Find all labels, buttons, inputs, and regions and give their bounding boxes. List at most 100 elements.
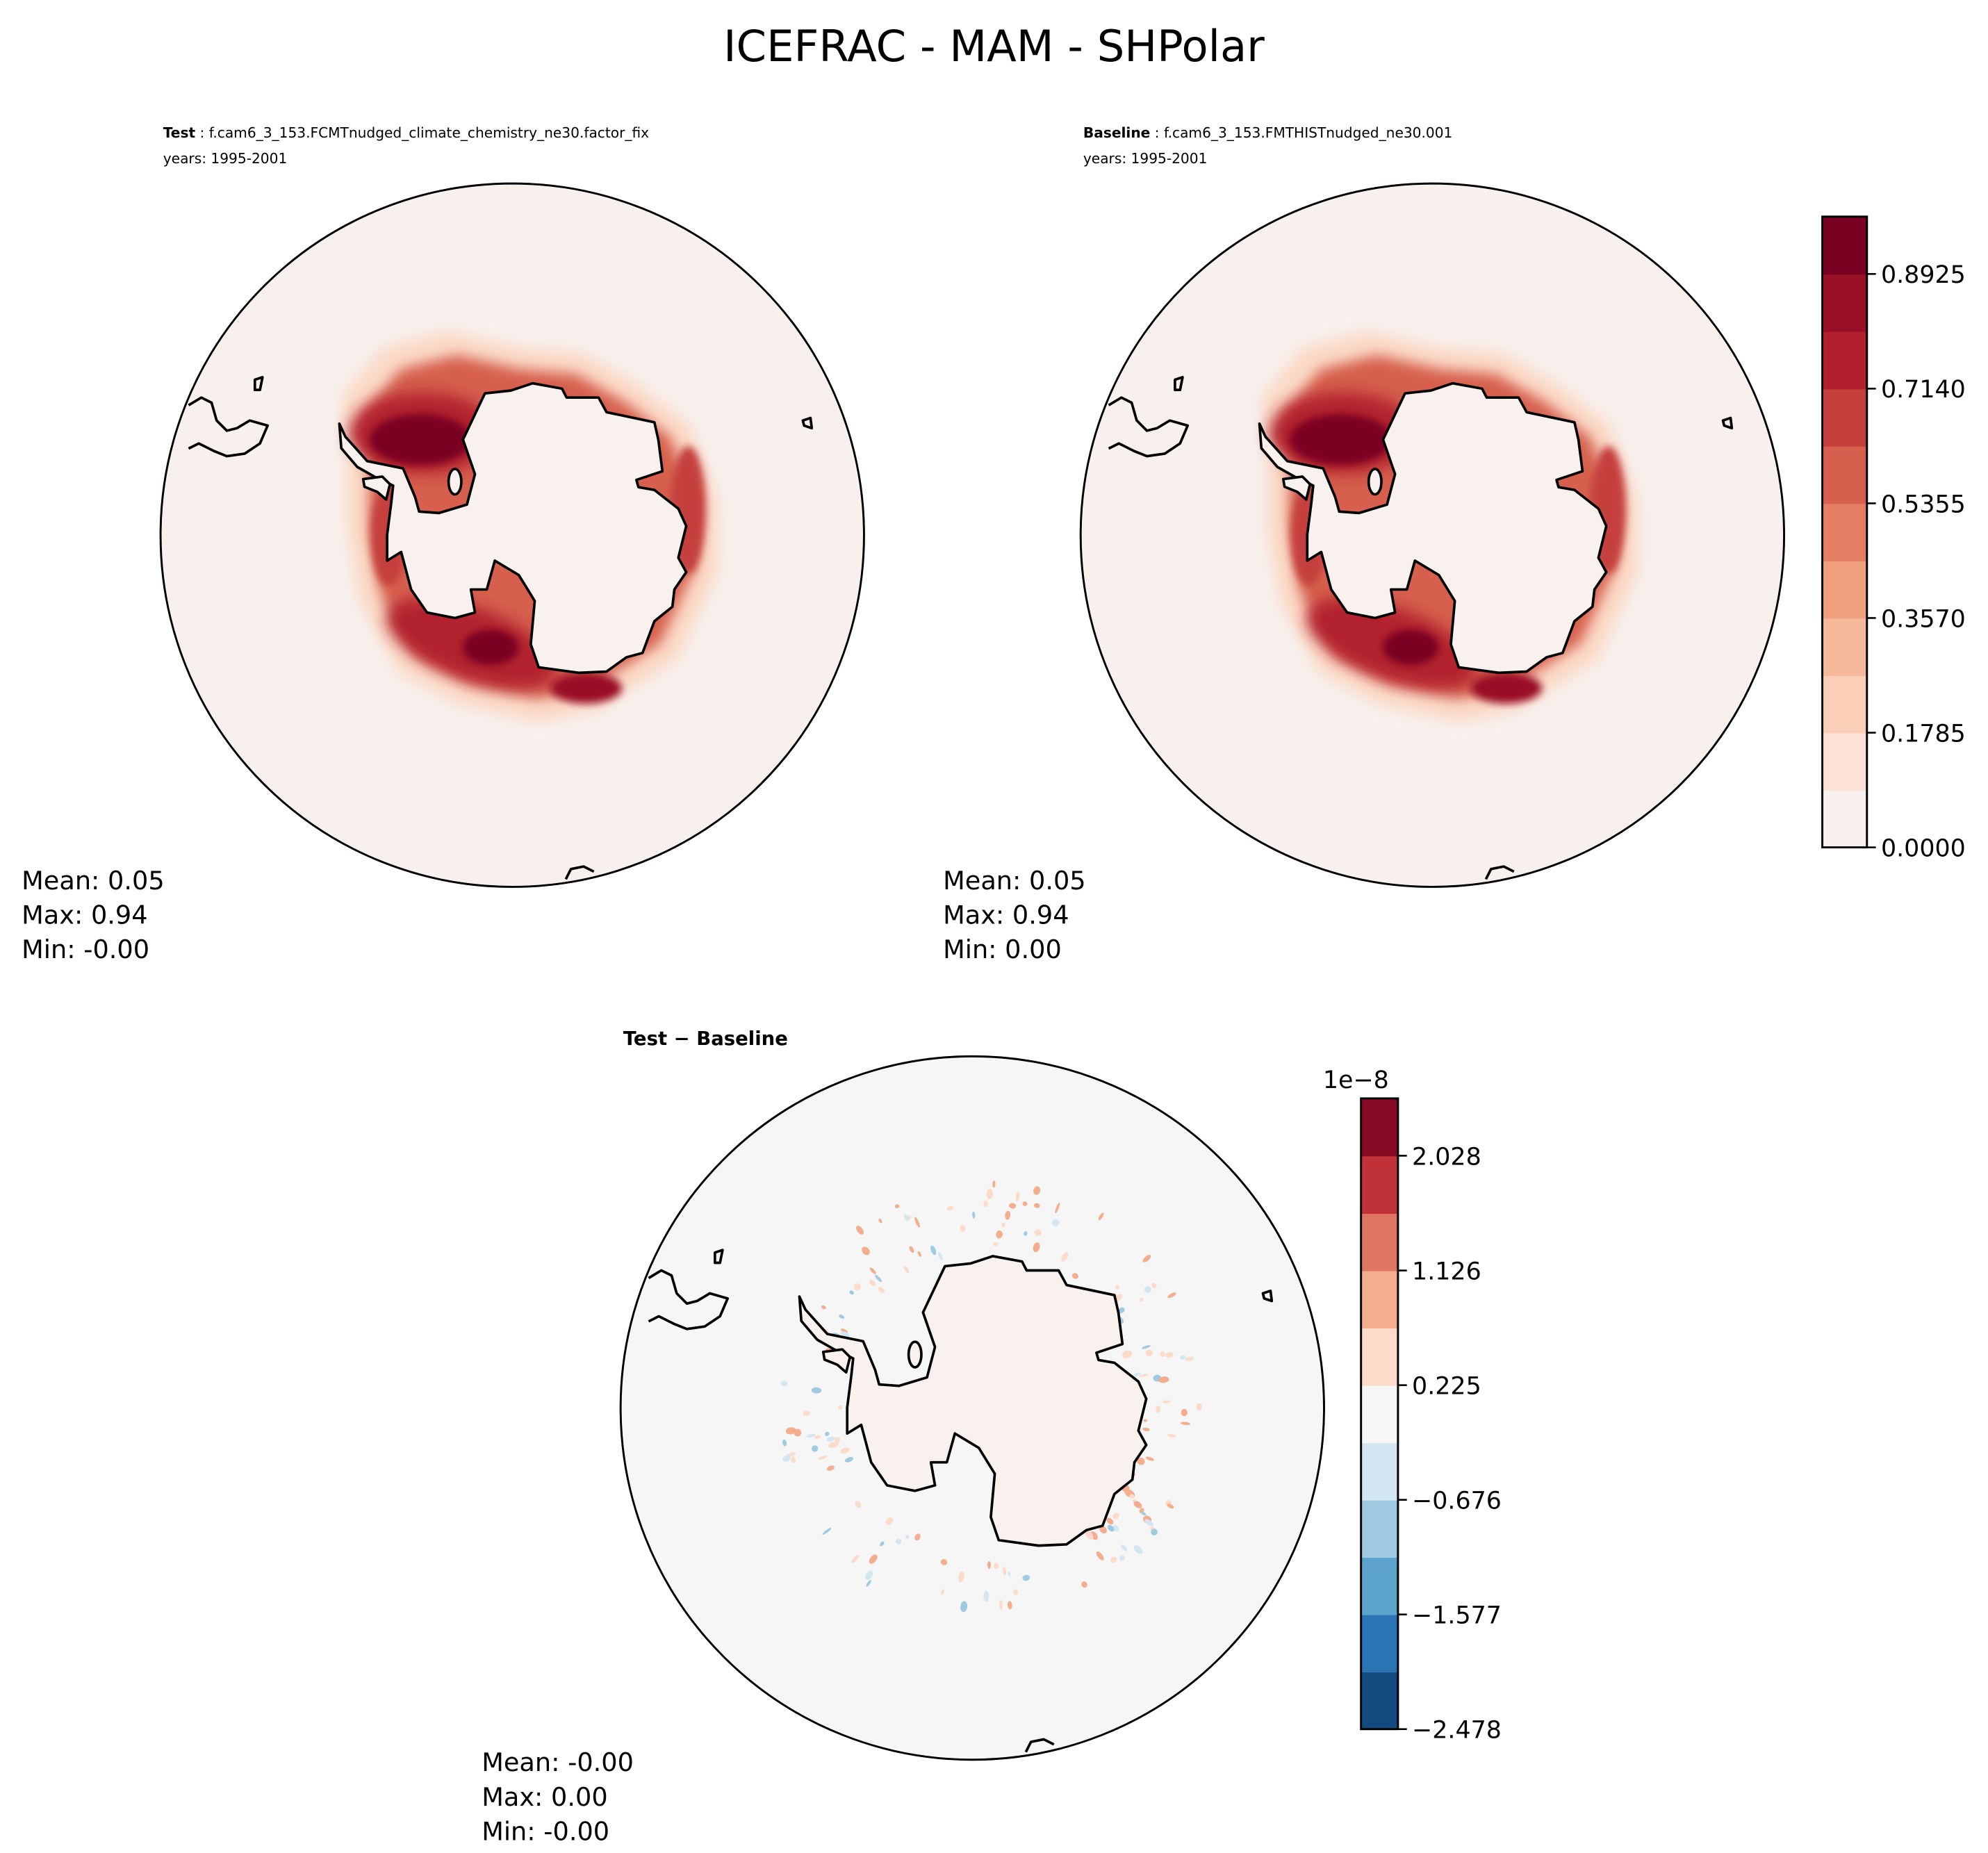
difference-cell xyxy=(958,1571,964,1583)
colorbar-tick-label: −1.577 xyxy=(1412,1602,1502,1630)
difference-cell xyxy=(818,1455,828,1460)
difference-cell xyxy=(1129,1494,1135,1499)
panel-test: Test : f.cam6_3_153.FCMTnudged_climate_c… xyxy=(22,124,865,964)
difference-cell xyxy=(855,1501,862,1508)
difference-cell xyxy=(790,1456,796,1463)
stat-min: Min: 0.00 xyxy=(943,934,1062,964)
difference-cell xyxy=(903,1214,909,1221)
difference-cell xyxy=(1052,1219,1060,1227)
difference-cell xyxy=(1144,1519,1153,1526)
colorbar-frame xyxy=(1821,215,1868,849)
difference-cell xyxy=(849,1290,854,1295)
difference-cell xyxy=(1133,1501,1142,1508)
colorbar-bin xyxy=(1822,388,1867,447)
figure-title: ICEFRAC - MAM - SHPolar xyxy=(723,21,1265,72)
colorbar-tick-label: 0.1785 xyxy=(1881,720,1966,748)
colorbar-difference: −2.478 −1.577 −0.676 0.225 1.126 2.028 xyxy=(1360,1097,1502,1745)
difference-cell xyxy=(993,1242,999,1246)
stat-max: Max: 0.94 xyxy=(943,900,1069,930)
difference-cell xyxy=(1142,1255,1151,1262)
difference-cell xyxy=(1107,1524,1115,1532)
map-test xyxy=(159,182,865,888)
difference-cell xyxy=(996,1230,1003,1239)
difference-cell xyxy=(1167,1292,1176,1299)
difference-cell xyxy=(909,1246,914,1253)
difference-cell xyxy=(1001,1222,1005,1228)
colorbar-tick-label: 0.0000 xyxy=(1881,834,1966,862)
difference-cell xyxy=(1008,1203,1017,1209)
difference-cell xyxy=(840,1328,848,1333)
colorbar-bin xyxy=(1822,790,1867,848)
colorbar-tick-label: 0.5355 xyxy=(1881,491,1966,518)
difference-cell xyxy=(869,1267,876,1274)
difference-cell xyxy=(840,1447,850,1454)
difference-cell xyxy=(1022,1574,1030,1581)
difference-cell xyxy=(856,1226,864,1235)
difference-cell xyxy=(780,1381,788,1386)
panel-baseline: Baseline : f.cam6_3_153.FMTHISTnudged_ne… xyxy=(943,124,1786,964)
difference-cell xyxy=(1007,1601,1012,1610)
difference-cell xyxy=(826,1436,835,1442)
colorbar-tick-label: 0.8925 xyxy=(1881,261,1966,289)
panel-baseline-years: years: 1995-2001 xyxy=(1083,150,1208,167)
colorbar-bin xyxy=(1822,274,1867,332)
difference-cell xyxy=(1156,1406,1160,1414)
difference-cell xyxy=(1112,1525,1119,1532)
colorbar-bin xyxy=(1361,1614,1398,1673)
difference-cell xyxy=(999,1599,1003,1611)
difference-cell xyxy=(835,1437,841,1442)
difference-cell xyxy=(1181,1408,1188,1417)
difference-cell xyxy=(1141,1511,1147,1516)
difference-cell xyxy=(914,1217,920,1228)
colorbar-tick-label: 0.225 xyxy=(1412,1372,1481,1400)
colorbar-bin xyxy=(1361,1155,1398,1214)
difference-cell xyxy=(789,1452,796,1456)
difference-cell xyxy=(1096,1551,1104,1560)
difference-cell xyxy=(1008,1571,1011,1577)
difference-cell xyxy=(1005,1210,1011,1220)
difference-cell xyxy=(1185,1356,1194,1361)
difference-cell xyxy=(824,1431,830,1436)
colorbar-bin xyxy=(1822,618,1867,676)
colorbar-frame xyxy=(1360,1097,1399,1731)
colorbar-bin xyxy=(1822,445,1867,504)
difference-cell xyxy=(822,1527,832,1535)
colorbar-bin xyxy=(1361,1270,1398,1329)
difference-cell xyxy=(1143,1419,1148,1422)
difference-cell xyxy=(782,1439,787,1447)
difference-cell xyxy=(930,1245,937,1255)
panel-test-header: Test : f.cam6_3_153.FCMTnudged_climate_c… xyxy=(163,124,649,141)
difference-cell xyxy=(851,1554,860,1563)
difference-cell xyxy=(828,1442,839,1448)
difference-cell xyxy=(1133,1545,1143,1554)
difference-cell xyxy=(827,1465,835,1471)
difference-cell xyxy=(1081,1581,1087,1588)
difference-cell xyxy=(1072,1273,1078,1279)
colorbar-bin xyxy=(1361,1098,1398,1157)
colorbar-bin xyxy=(1822,331,1867,390)
difference-cell xyxy=(1145,1349,1153,1357)
difference-cell xyxy=(806,1433,816,1438)
colorbar-tick-label: −0.676 xyxy=(1412,1488,1502,1515)
difference-cell xyxy=(1106,1517,1114,1525)
colorbar-icefrac: 0.0000 0.1785 0.3570 0.5355 0.7140 0.8925 xyxy=(1821,215,1966,862)
difference-cell xyxy=(905,1535,910,1540)
difference-cell xyxy=(1013,1589,1019,1595)
difference-cell xyxy=(853,1283,861,1291)
panel-test-years: years: 1995-2001 xyxy=(163,150,288,167)
difference-cell xyxy=(838,1405,843,1410)
colorbar-bin xyxy=(1361,1672,1398,1730)
difference-cell xyxy=(896,1538,902,1545)
difference-cell xyxy=(1142,1427,1150,1431)
difference-cell xyxy=(1024,1231,1028,1236)
difference-cell xyxy=(960,1601,968,1613)
difference-cell xyxy=(938,1251,943,1260)
difference-cell xyxy=(972,1211,976,1219)
difference-cell xyxy=(1118,1307,1125,1314)
difference-cell xyxy=(1145,1456,1154,1461)
difference-cell xyxy=(994,1563,999,1570)
difference-cell xyxy=(869,1279,876,1286)
difference-cell xyxy=(821,1305,826,1310)
difference-cell xyxy=(1112,1513,1119,1520)
difference-cell xyxy=(1033,1242,1040,1253)
